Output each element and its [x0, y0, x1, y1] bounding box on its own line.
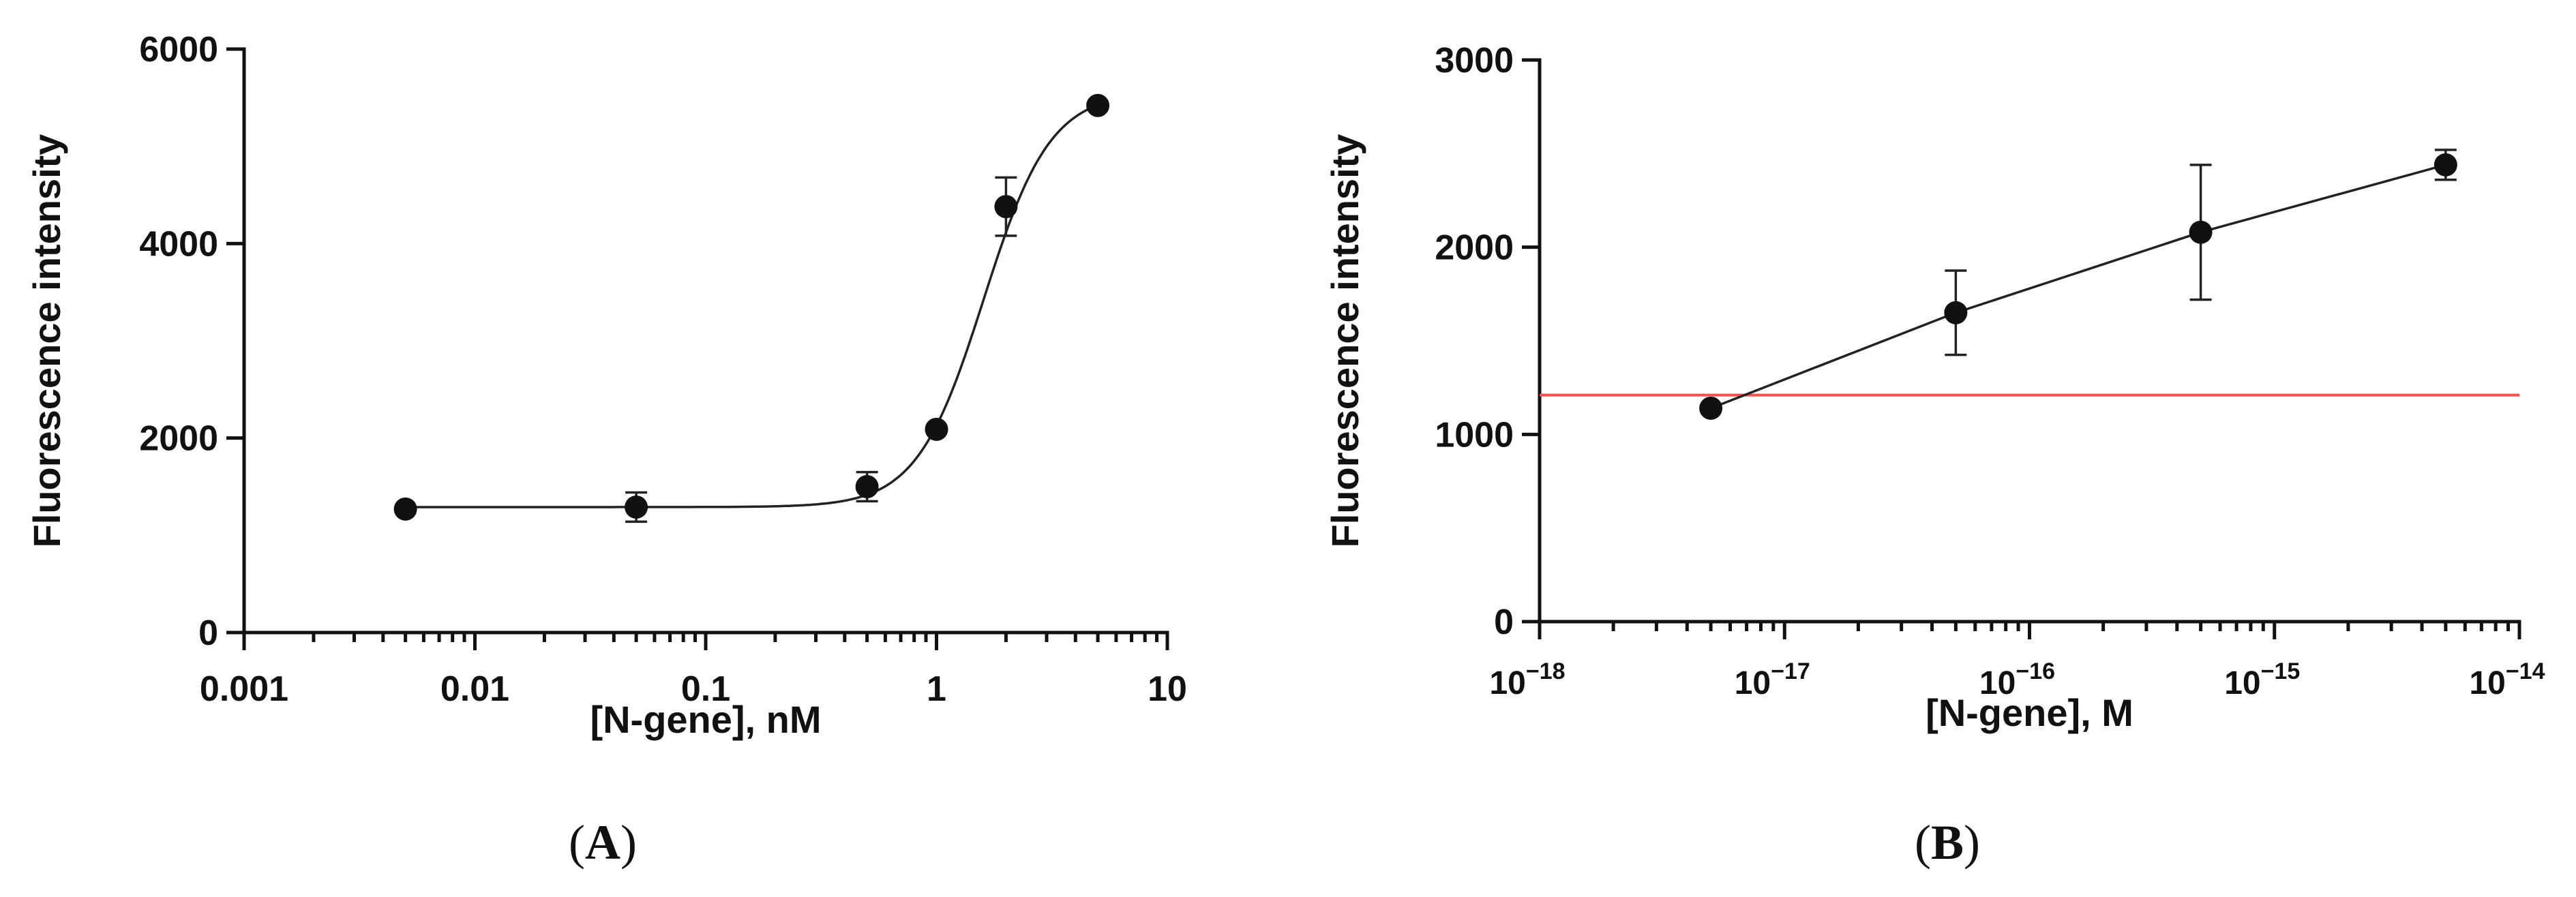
x-tick-label: 10−18 — [1489, 658, 1565, 701]
x-tick-label-exponent: −18 — [1526, 658, 1566, 684]
x-tick-label: 10−15 — [2224, 658, 2300, 701]
data-point — [393, 497, 417, 521]
y-axis-title: Fluorescence intensity — [1323, 134, 1366, 548]
y-tick-label: 2000 — [1435, 228, 1514, 268]
x-tick-label: 0.01 — [440, 669, 509, 709]
panel-label-letter: A — [585, 815, 620, 870]
series-line — [1710, 164, 2446, 410]
fit-curve — [405, 104, 1098, 508]
x-tick-label: 10−14 — [2469, 658, 2545, 701]
data-point — [1944, 301, 1968, 324]
x-tick-label: 10−16 — [1979, 658, 2055, 701]
x-tick-label-base: 10 — [2224, 665, 2260, 701]
data-point — [625, 495, 648, 519]
x-tick-label: 1 — [927, 669, 946, 709]
y-tick-label: 0 — [1494, 603, 1514, 642]
x-tick-label-base: 10 — [1489, 665, 1525, 701]
panel-label: (B) — [1915, 815, 1980, 870]
x-tick-label-exponent: −14 — [2506, 658, 2545, 684]
data-point — [925, 417, 948, 441]
data-point — [1699, 396, 1723, 420]
x-tick-label-base: 10 — [2469, 665, 2505, 701]
panel-label-open-paren: ( — [1915, 815, 1931, 870]
x-tick-label-exponent: −15 — [2261, 658, 2301, 684]
panel-a: 0 2000 4000 6000 0.001 0.01 0.1 1 10 [N-gene], nM… — [25, 30, 1187, 870]
x-tick-label-base: 10 — [1979, 665, 2016, 701]
y-tick-label: 0 — [198, 613, 218, 653]
data-point — [855, 475, 879, 498]
data-point — [994, 195, 1018, 219]
x-tick-label-base: 10 — [1735, 665, 1771, 701]
panel-label-open-paren: ( — [569, 815, 585, 870]
x-tick-label: 0.1 — [681, 669, 730, 709]
x-axis-title: [N-gene], nM — [590, 698, 821, 741]
y-tick-label: 1000 — [1435, 415, 1514, 455]
panel-label-letter: B — [1931, 815, 1964, 870]
panel-label-close-paren: ) — [1964, 815, 1980, 870]
x-tick-label-exponent: −16 — [2016, 658, 2055, 684]
x-tick-label: 0.001 — [200, 669, 288, 709]
y-tick-label: 4000 — [139, 224, 218, 264]
panel-label-close-paren: ) — [620, 815, 637, 870]
data-point — [2433, 153, 2457, 177]
y-tick-label: 6000 — [139, 30, 218, 70]
y-axis-title: Fluorescence intensity — [25, 134, 68, 548]
y-tick-label: 2000 — [139, 419, 218, 459]
x-tick-label: 10 — [1148, 669, 1187, 709]
y-tick-label: 3000 — [1435, 41, 1514, 80]
panel-label: (A) — [569, 815, 637, 870]
x-tick-label-exponent: −17 — [1771, 658, 1810, 684]
data-point — [1086, 93, 1110, 117]
x-tick-label: 10−17 — [1735, 658, 1810, 701]
data-point — [2189, 220, 2213, 244]
x-axis-title: [N-gene], M — [1926, 691, 2133, 734]
